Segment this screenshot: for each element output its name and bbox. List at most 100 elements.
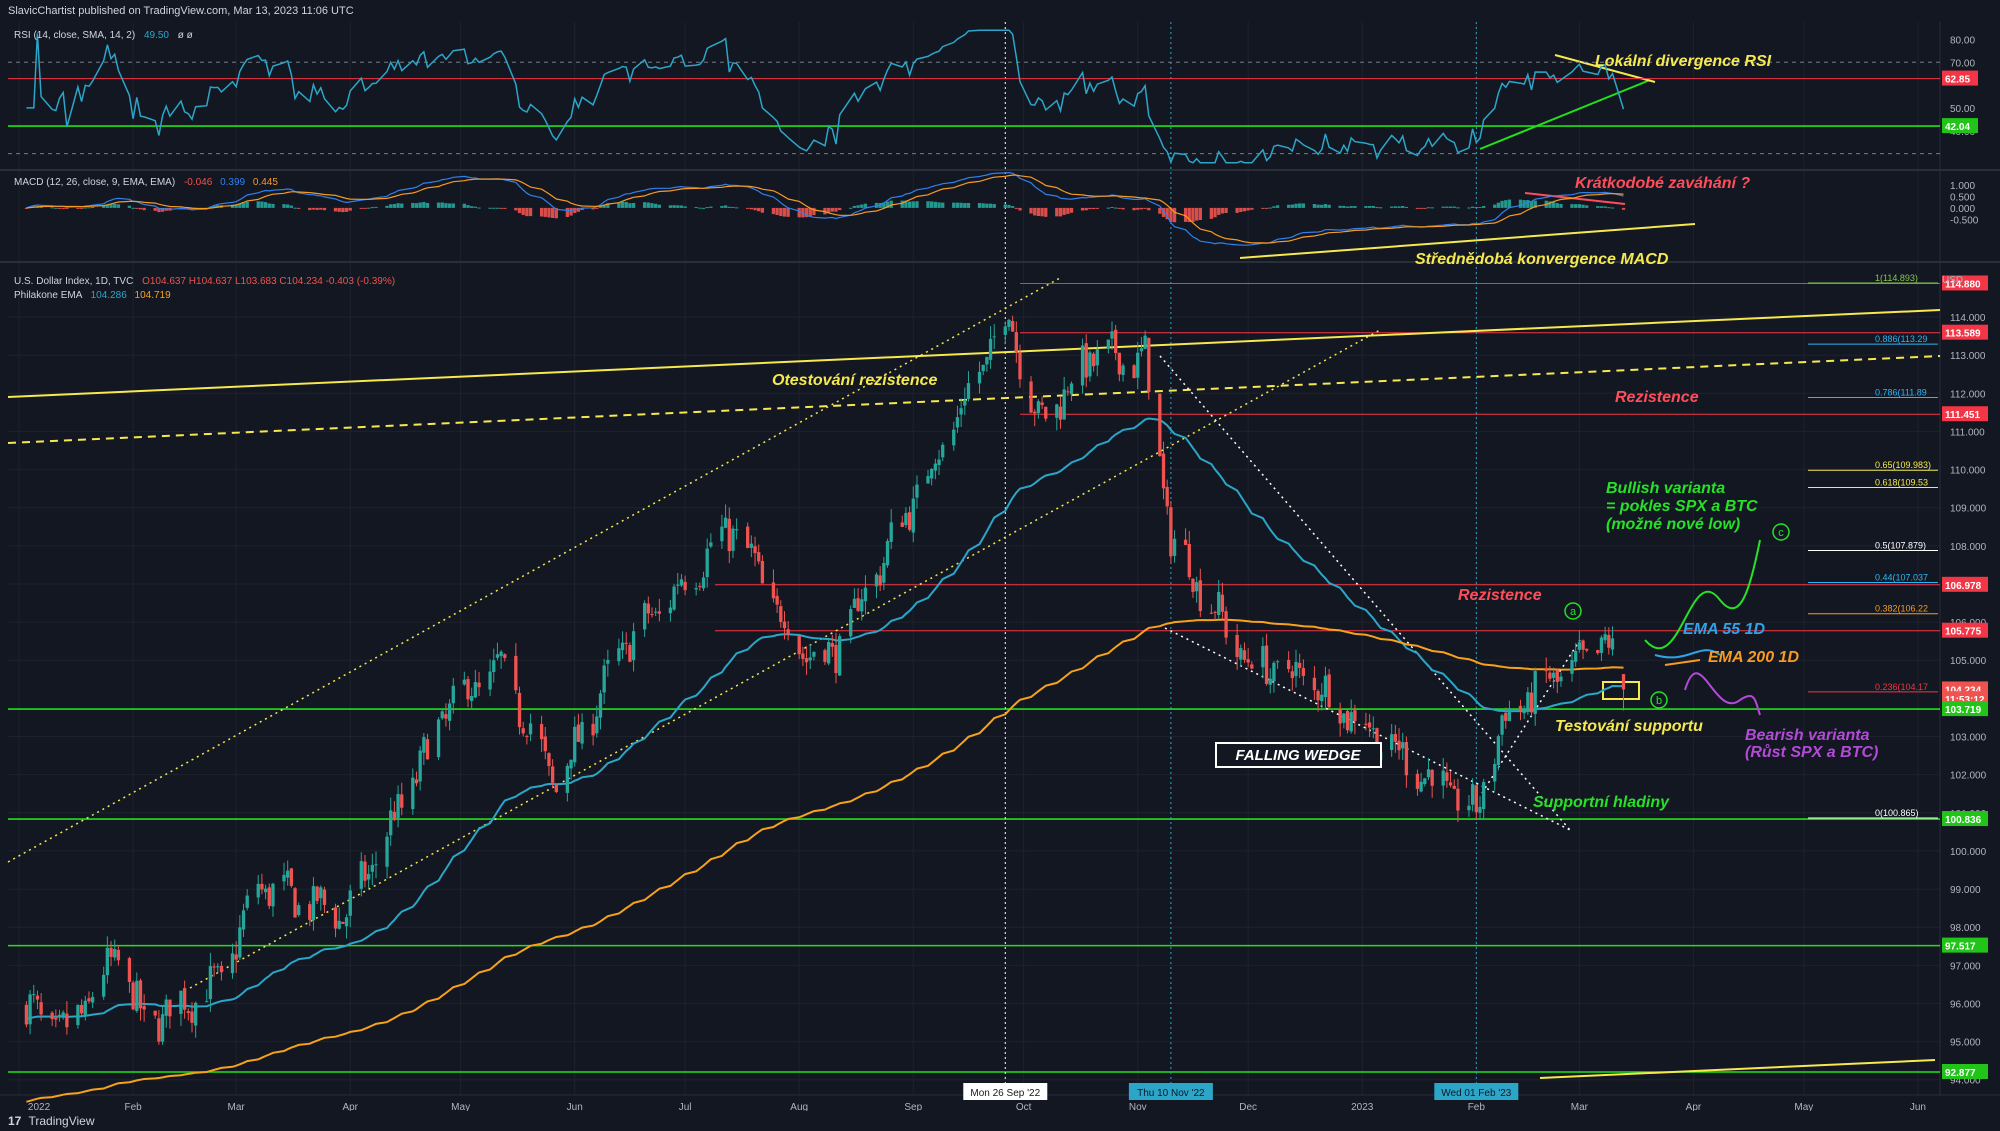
macd-line[interactable] bbox=[26, 171, 1624, 246]
candle[interactable] bbox=[1456, 788, 1460, 811]
candle[interactable] bbox=[727, 518, 731, 552]
candle[interactable] bbox=[1423, 778, 1427, 785]
wedge-lower-line[interactable] bbox=[1164, 627, 1571, 831]
candle[interactable] bbox=[1470, 784, 1475, 805]
candle[interactable] bbox=[315, 886, 319, 901]
candle[interactable] bbox=[1401, 742, 1405, 749]
candle[interactable] bbox=[694, 588, 698, 590]
candle[interactable] bbox=[1316, 690, 1320, 701]
candle[interactable] bbox=[1504, 712, 1508, 721]
candle[interactable] bbox=[1010, 320, 1015, 332]
candle[interactable] bbox=[550, 766, 555, 783]
candle[interactable] bbox=[1055, 404, 1059, 418]
candle[interactable] bbox=[1493, 764, 1497, 782]
candle[interactable] bbox=[79, 1004, 84, 1014]
candle[interactable] bbox=[1286, 659, 1291, 669]
candle[interactable] bbox=[1603, 634, 1607, 641]
candle[interactable] bbox=[734, 529, 739, 531]
candle[interactable] bbox=[959, 408, 963, 415]
rsi-divergence-line[interactable] bbox=[1479, 79, 1651, 150]
candle[interactable] bbox=[1371, 728, 1375, 730]
candle[interactable] bbox=[1110, 331, 1114, 339]
candle[interactable] bbox=[1364, 723, 1368, 725]
candle[interactable] bbox=[61, 1012, 65, 1016]
candle[interactable] bbox=[757, 552, 761, 562]
candle[interactable] bbox=[451, 685, 455, 704]
candle[interactable] bbox=[1040, 402, 1044, 406]
candle[interactable] bbox=[1320, 694, 1324, 702]
candle[interactable] bbox=[595, 716, 599, 734]
candle[interactable] bbox=[219, 965, 224, 973]
candle[interactable] bbox=[190, 1011, 194, 1023]
candle[interactable] bbox=[1088, 352, 1092, 377]
candle[interactable] bbox=[1272, 662, 1276, 682]
candle[interactable] bbox=[933, 463, 938, 471]
candle[interactable] bbox=[1581, 640, 1585, 650]
candle[interactable] bbox=[620, 642, 625, 651]
ema-200-line[interactable] bbox=[26, 618, 1624, 1103]
candle[interactable] bbox=[981, 364, 985, 372]
candle[interactable] bbox=[57, 1014, 62, 1018]
candle[interactable] bbox=[576, 724, 581, 742]
candle[interactable] bbox=[311, 886, 316, 921]
candle[interactable] bbox=[657, 611, 662, 614]
candle[interactable] bbox=[771, 582, 776, 599]
candle[interactable] bbox=[234, 954, 238, 960]
candle[interactable] bbox=[834, 644, 838, 674]
candle[interactable] bbox=[849, 609, 853, 637]
candle[interactable] bbox=[322, 889, 327, 905]
candle[interactable] bbox=[1607, 634, 1611, 648]
candle[interactable] bbox=[127, 958, 132, 982]
candle[interactable] bbox=[425, 739, 430, 760]
candle[interactable] bbox=[157, 1018, 161, 1042]
candle[interactable] bbox=[1143, 335, 1147, 349]
candle[interactable] bbox=[271, 883, 275, 907]
candle[interactable] bbox=[1172, 538, 1177, 556]
candle[interactable] bbox=[1474, 785, 1478, 813]
candle[interactable] bbox=[1551, 672, 1556, 678]
candle[interactable] bbox=[499, 651, 503, 657]
candle[interactable] bbox=[1044, 406, 1048, 419]
candle[interactable] bbox=[955, 417, 960, 428]
candle[interactable] bbox=[554, 784, 558, 793]
rsi-arrow-line[interactable] bbox=[1554, 54, 1656, 83]
candle[interactable] bbox=[775, 595, 779, 605]
macd-hesitation-line[interactable] bbox=[1524, 192, 1626, 205]
candle[interactable] bbox=[1235, 634, 1239, 658]
candle[interactable] bbox=[926, 476, 930, 484]
candle[interactable] bbox=[1264, 645, 1269, 684]
candle[interactable] bbox=[297, 905, 301, 916]
candle[interactable] bbox=[1533, 671, 1537, 715]
candle[interactable] bbox=[1007, 319, 1011, 327]
candle[interactable] bbox=[525, 735, 529, 737]
candle[interactable] bbox=[900, 522, 904, 527]
candle[interactable] bbox=[624, 642, 628, 644]
candle[interactable] bbox=[856, 598, 860, 611]
candle[interactable] bbox=[1147, 337, 1151, 392]
candle[interactable] bbox=[1069, 383, 1074, 395]
candle[interactable] bbox=[1250, 664, 1254, 669]
candle[interactable] bbox=[672, 586, 676, 610]
candle[interactable] bbox=[598, 693, 603, 718]
candle[interactable] bbox=[812, 652, 816, 657]
candle[interactable] bbox=[753, 546, 757, 554]
candle[interactable] bbox=[631, 631, 636, 661]
candle[interactable] bbox=[1298, 662, 1302, 668]
candle[interactable] bbox=[1003, 326, 1007, 335]
candle[interactable] bbox=[904, 512, 908, 526]
candle[interactable] bbox=[142, 1006, 146, 1010]
candle[interactable] bbox=[988, 338, 993, 360]
candle[interactable] bbox=[915, 484, 919, 498]
candle[interactable] bbox=[1062, 389, 1066, 420]
candle[interactable] bbox=[462, 679, 466, 685]
candle[interactable] bbox=[1312, 677, 1317, 691]
candle[interactable] bbox=[1574, 650, 1578, 662]
candle[interactable] bbox=[1084, 343, 1088, 378]
candle[interactable] bbox=[1404, 741, 1409, 776]
candle[interactable] bbox=[194, 1002, 198, 1026]
candle[interactable] bbox=[289, 868, 294, 886]
candle[interactable] bbox=[1198, 580, 1202, 612]
candle[interactable] bbox=[1415, 773, 1420, 789]
candle[interactable] bbox=[90, 996, 95, 1003]
candle[interactable] bbox=[930, 468, 934, 479]
